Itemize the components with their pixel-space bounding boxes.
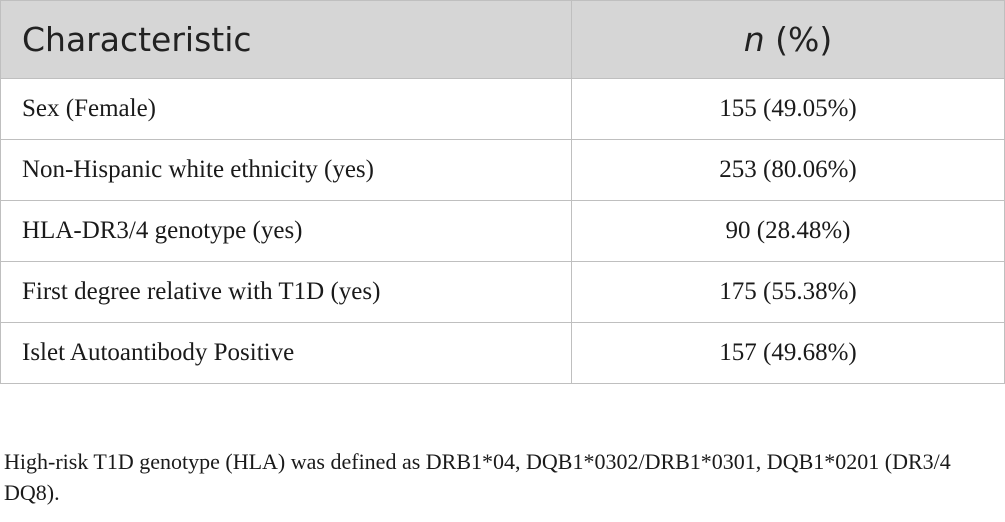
table-row: First degree relative with T1D (yes) 175… [0,261,1005,323]
row-value: 155 (49.05%) [571,78,1005,140]
header-percent: (%) [764,20,833,59]
row-label: HLA-DR3/4 genotype (yes) [0,200,572,262]
header-characteristic: Characteristic [0,0,572,79]
table-row: Non-Hispanic white ethnicity (yes) 253 (… [0,139,1005,201]
table-body: Sex (Female) 155 (49.05%) Non-Hispanic w… [0,78,1005,384]
row-value: 253 (80.06%) [571,139,1005,201]
row-value: 157 (49.68%) [571,322,1005,384]
header-row: Characteristic n (%) [0,0,1005,79]
row-value: 175 (55.38%) [571,261,1005,323]
table-footnote: High-risk T1D genotype (HLA) was defined… [4,449,951,505]
row-value: 90 (28.48%) [571,200,1005,262]
row-label: Islet Autoantibody Positive [0,322,572,384]
header-n: n [743,20,765,59]
header-n-percent: n (%) [571,0,1005,79]
characteristics-table-container: Characteristic n (%) Sex (Female) 155 (4… [0,0,1005,384]
table-header: Characteristic n (%) [0,0,1005,79]
row-label: First degree relative with T1D (yes) [0,261,572,323]
characteristics-table: Characteristic n (%) Sex (Female) 155 (4… [0,0,1005,384]
row-label: Sex (Female) [0,78,572,140]
row-label: Non-Hispanic white ethnicity (yes) [0,139,572,201]
table-row: Sex (Female) 155 (49.05%) [0,78,1005,140]
table-row: Islet Autoantibody Positive 157 (49.68%) [0,322,1005,384]
table-row: HLA-DR3/4 genotype (yes) 90 (28.48%) [0,200,1005,262]
